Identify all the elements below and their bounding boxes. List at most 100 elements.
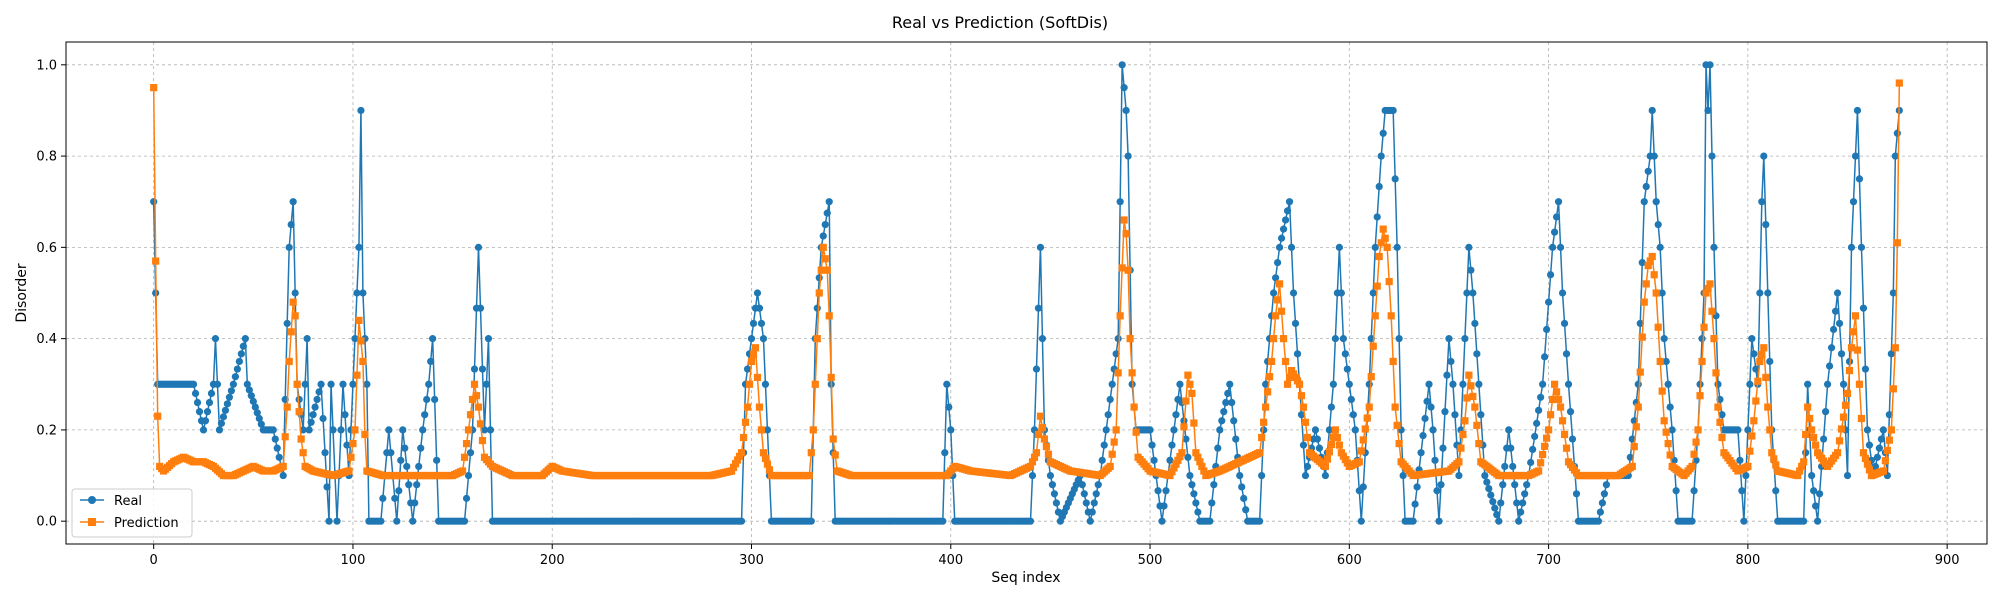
legend-prediction-label: Prediction bbox=[114, 516, 179, 531]
data-point bbox=[735, 452, 744, 460]
data-point bbox=[1232, 435, 1240, 443]
data-point bbox=[313, 395, 321, 404]
data-point bbox=[379, 494, 387, 502]
data-point bbox=[1744, 426, 1752, 434]
data-point bbox=[1325, 426, 1333, 434]
data-point bbox=[347, 453, 355, 461]
data-point bbox=[1194, 508, 1202, 516]
series-real bbox=[150, 61, 1903, 525]
data-point bbox=[1210, 481, 1218, 489]
data-point bbox=[1752, 397, 1760, 405]
data-point bbox=[1335, 243, 1343, 251]
data-point bbox=[423, 395, 431, 404]
data-point bbox=[1086, 517, 1094, 525]
data-point bbox=[1545, 426, 1553, 434]
data-point bbox=[193, 398, 202, 407]
data-point bbox=[480, 426, 489, 434]
x-tick-label: 700 bbox=[1536, 553, 1561, 568]
data-point bbox=[1648, 252, 1656, 261]
data-point bbox=[1656, 357, 1664, 366]
data-point bbox=[1150, 456, 1158, 464]
data-point bbox=[1375, 182, 1383, 191]
data-point bbox=[1566, 408, 1575, 416]
data-point bbox=[1879, 467, 1887, 475]
data-point bbox=[1154, 487, 1162, 495]
data-point bbox=[1026, 462, 1035, 471]
data-point bbox=[1857, 243, 1866, 251]
data-point bbox=[1266, 373, 1274, 381]
data-point bbox=[1802, 430, 1810, 439]
data-point bbox=[1256, 449, 1264, 457]
data-point bbox=[1188, 389, 1196, 397]
data-point bbox=[1463, 289, 1471, 297]
data-point bbox=[1395, 440, 1403, 448]
data-point bbox=[1040, 435, 1049, 443]
data-point bbox=[355, 243, 363, 251]
data-point bbox=[1859, 449, 1868, 457]
data-point bbox=[1710, 243, 1718, 251]
series-line bbox=[152, 83, 1901, 477]
data-point bbox=[345, 467, 353, 475]
data-point bbox=[329, 426, 337, 434]
data-point bbox=[409, 517, 417, 525]
data-point bbox=[1146, 426, 1154, 434]
data-point bbox=[1546, 271, 1555, 279]
data-point bbox=[1537, 393, 1545, 401]
data-point bbox=[1279, 335, 1288, 343]
data-point bbox=[1303, 433, 1312, 442]
data-point bbox=[939, 517, 947, 525]
data-point bbox=[1853, 106, 1862, 115]
data-point bbox=[1598, 499, 1606, 507]
data-point bbox=[1853, 346, 1862, 354]
data-point bbox=[1548, 243, 1557, 251]
data-point bbox=[1277, 234, 1286, 242]
data-point bbox=[295, 408, 303, 416]
data-point bbox=[1098, 456, 1106, 464]
data-point bbox=[279, 462, 287, 471]
data-point bbox=[1032, 365, 1041, 373]
data-point bbox=[1365, 403, 1373, 411]
data-point bbox=[307, 418, 315, 426]
x-tick-label: 0 bbox=[150, 553, 158, 568]
data-point bbox=[1118, 264, 1126, 272]
data-point bbox=[743, 403, 752, 411]
data-point bbox=[1120, 84, 1128, 92]
data-point bbox=[1399, 471, 1407, 480]
data-point bbox=[1658, 289, 1666, 297]
data-point bbox=[1706, 280, 1714, 288]
data-point bbox=[1291, 319, 1300, 328]
data-point bbox=[309, 411, 317, 419]
data-point bbox=[189, 380, 198, 388]
data-point bbox=[1082, 499, 1090, 507]
data-point bbox=[1513, 499, 1521, 507]
data-point bbox=[1122, 106, 1130, 115]
data-point bbox=[757, 426, 766, 434]
data-point bbox=[1642, 280, 1650, 288]
data-point bbox=[1812, 502, 1820, 510]
data-point bbox=[1333, 433, 1341, 442]
data-point bbox=[285, 357, 293, 366]
data-point bbox=[478, 365, 487, 373]
data-point bbox=[421, 411, 429, 419]
data-point bbox=[819, 243, 827, 251]
data-point bbox=[1758, 198, 1766, 206]
data-point bbox=[1644, 167, 1652, 175]
data-point bbox=[229, 380, 237, 388]
data-point bbox=[273, 444, 281, 452]
data-point bbox=[484, 335, 493, 343]
data-point bbox=[1736, 456, 1744, 464]
data-point bbox=[1820, 435, 1828, 443]
data-point bbox=[297, 435, 305, 443]
data-point bbox=[357, 106, 365, 115]
y-tick-label: 0.8 bbox=[36, 150, 57, 165]
data-point bbox=[1102, 426, 1110, 434]
data-point bbox=[1855, 175, 1864, 183]
data-point bbox=[460, 517, 469, 525]
data-point bbox=[1345, 380, 1353, 388]
legend-real-marker bbox=[88, 496, 96, 504]
data-point bbox=[486, 426, 495, 434]
data-point bbox=[1196, 458, 1204, 466]
data-point bbox=[1178, 449, 1186, 457]
data-point bbox=[271, 435, 279, 443]
data-point bbox=[1373, 213, 1381, 221]
